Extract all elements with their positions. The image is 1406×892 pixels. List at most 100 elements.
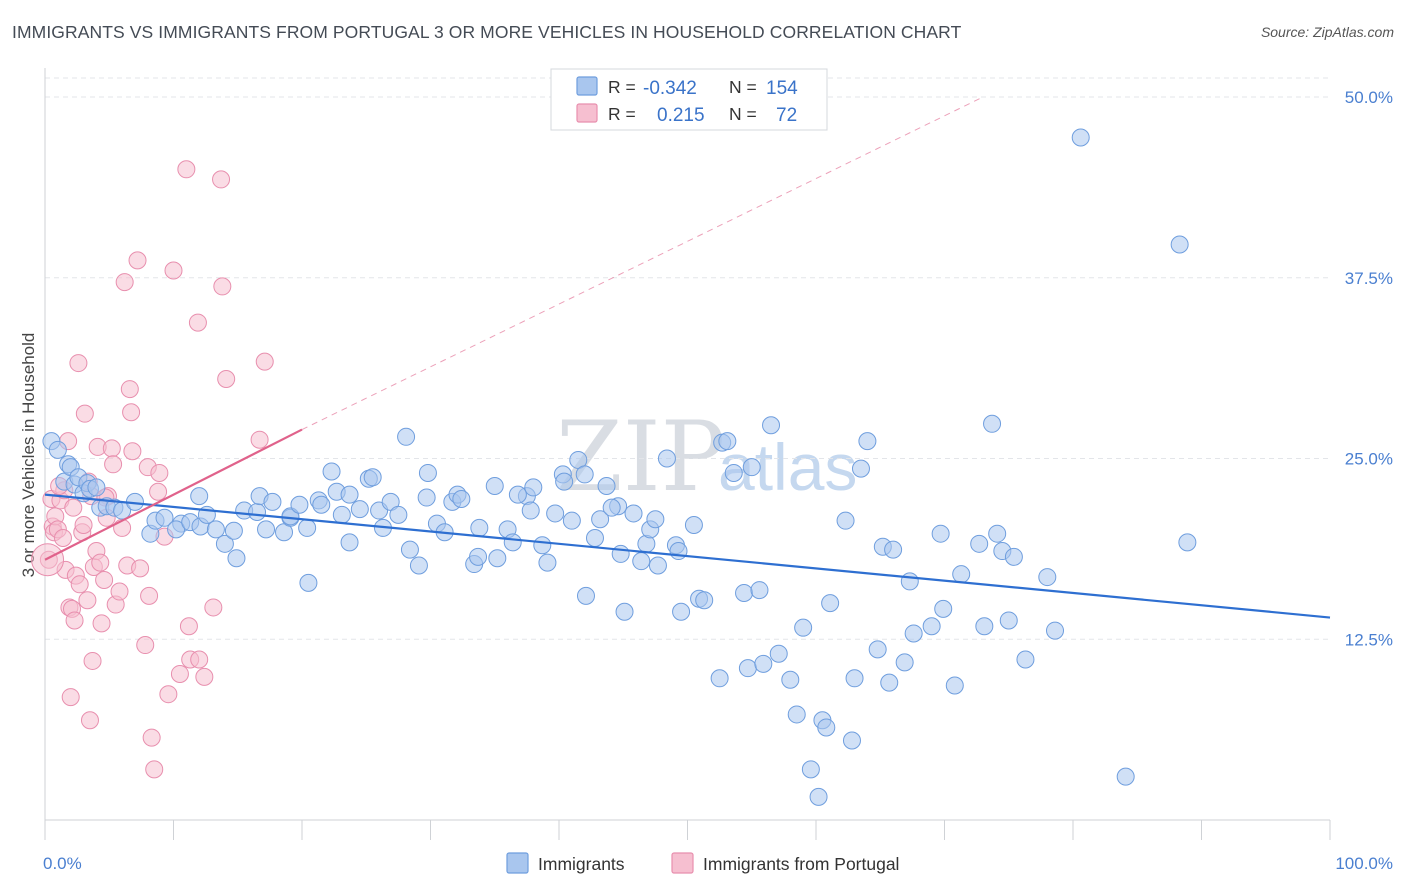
portugal-point [102,439,121,458]
stats-legend: R = -0.342 N = 154 R = 0.215 N = 72 [550,68,828,131]
immigrants-point [781,670,800,689]
y-tick-label: 37.5% [1345,269,1393,288]
portugal-point [164,261,183,280]
legend-n-value-blue: 154 [766,78,798,99]
immigrants-point [452,489,471,508]
immigrants-point [750,581,769,600]
immigrants-point [585,529,604,548]
immigrants-point [1046,621,1065,640]
portugal-point [83,651,102,670]
y-tick-label: 50.0% [1345,88,1393,107]
immigrants-point [845,669,864,688]
y-tick-labels: 12.5% 25.0% 37.5% 50.0% [1345,88,1393,649]
watermark-atlas: atlas [718,430,857,504]
portugal-point [204,598,223,617]
immigrants-point [611,544,630,563]
legend-n-label-blue: N = [729,77,757,97]
immigrants-point [842,731,861,750]
immigrants-point [880,673,899,692]
immigrants-point [538,553,557,572]
immigrants-trend-line [44,493,1331,619]
trend-lines [44,96,1331,619]
immigrants-point [945,676,964,695]
immigrants-point [710,669,729,688]
legend-r-label-blue: R = [608,77,636,97]
portugal-point [140,586,159,605]
legend-r-value-pink: 0.215 [657,105,705,126]
immigrants-point [999,611,1018,630]
x-tick-label: 0.0% [43,854,82,873]
bottom-legend-swatch-portugal [671,852,694,874]
immigrants-point [672,602,691,621]
portugal-point [145,760,164,779]
legend-r-label-pink: R = [608,104,636,124]
immigrants-point [1116,767,1135,786]
immigrants-point [718,432,737,451]
immigrants-point [224,521,243,540]
portugal-point [159,685,178,704]
portugal-point [136,636,155,655]
portugal-point [74,516,93,535]
immigrants-point [591,510,610,529]
immigrants-point [470,518,489,537]
immigrants-point [469,547,488,566]
watermark: ZIP atlas [556,401,857,513]
immigrants-point [988,524,1007,543]
immigrants-point [809,787,828,806]
immigrants-point [1178,533,1197,552]
immigrants-point [576,586,595,605]
immigrants-point [488,549,507,568]
y-tick-label: 12.5% [1345,630,1393,649]
immigrants-point [409,556,428,575]
immigrants-point [934,599,953,618]
legend-r-value-blue: -0.342 [643,78,697,99]
portugal-point [188,313,207,332]
immigrants-point [485,476,504,495]
immigrants-point [298,518,317,537]
immigrants-point [215,534,234,553]
immigrants-point [418,463,437,482]
immigrants-point [884,540,903,559]
portugal-point [75,404,94,423]
immigrants-point [503,533,522,552]
portugal-point [78,591,97,610]
source-label: Source: ZipAtlas.com [1260,24,1394,40]
immigrants-point [546,504,565,523]
immigrants-point [575,465,594,484]
immigrants-points [42,128,1197,806]
portugal-point [250,430,269,449]
immigrants-point [1071,128,1090,147]
portugal-point [115,273,134,292]
immigrants-point [299,573,318,592]
immigrants-point [762,416,781,435]
portugal-point [190,650,209,669]
immigrants-point [851,459,870,478]
immigrants-point [350,500,369,519]
immigrants-point [155,508,174,527]
portugal-point [110,582,129,601]
portugal-point [120,380,139,399]
chart-title: IMMIGRANTS VS IMMIGRANTS FROM PORTUGAL 3… [12,22,962,42]
immigrants-point [742,458,761,477]
immigrants-point [533,536,552,555]
immigrants-point [290,495,309,514]
immigrants-point [363,468,382,487]
immigrants-point [1170,235,1189,254]
immigrants-point [735,583,754,602]
immigrants-point [904,624,923,643]
x-tick-labels: 0.0% 100.0% [43,854,1393,873]
portugal-point [131,559,150,578]
portugal-point [150,463,169,482]
immigrants-point [952,565,971,584]
portugal-trend-line [44,428,303,561]
immigrants-point [555,472,574,491]
immigrants-point [87,478,106,497]
immigrants-point [332,505,351,524]
immigrants-point [794,618,813,637]
immigrants-point [508,485,527,504]
portugal-point [53,529,72,548]
immigrants-point [975,617,994,636]
immigrants-point [248,503,267,522]
immigrants-point [1038,568,1057,587]
immigrants-point [836,511,855,530]
